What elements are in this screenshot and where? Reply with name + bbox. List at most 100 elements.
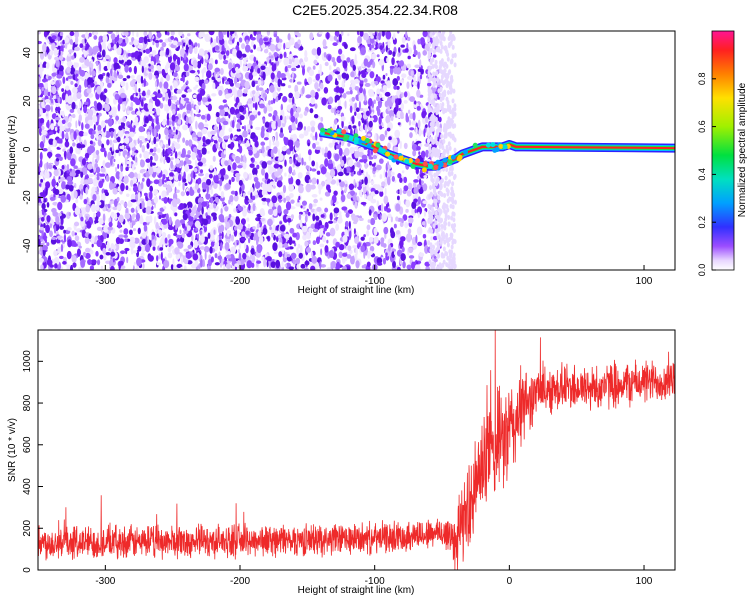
spectrogram-cell [84,179,88,186]
spectrogram-cell [321,147,325,156]
spectrogram-cell [47,91,51,97]
spectrogram-cell [110,211,115,219]
spectrogram-cell [223,150,227,155]
spectrogram-cell [209,246,213,254]
spectrogram-cell [311,160,316,167]
spectrogram-cell [56,235,63,240]
spectrogram-cell [136,257,142,267]
spectrogram-cell [103,150,107,158]
spectrogram-cell [170,35,175,40]
spectrogram-cell [52,211,59,217]
spectrogram-cell [440,44,444,50]
spectrogram-cell [284,159,287,167]
spectrogram-cell [201,218,205,222]
spectrogram-cell [387,249,392,257]
spectrogram-cell [159,50,165,57]
spectrogram-cell [164,64,169,74]
spectrogram-cell [264,41,271,45]
spectrogram-cell [211,212,217,217]
spectrogram-cell [287,217,292,223]
spectrogram-cell [306,171,310,176]
spectrogram-cell [268,100,271,106]
spectrogram-cell [231,247,236,255]
spectrogram-cell [122,103,125,111]
spectrogram-cell [222,120,229,126]
spectrogram-cell [235,82,241,88]
spectrogram-cell [205,138,211,145]
spectrogram-cell [63,181,66,185]
spectrogram-cell [236,119,242,123]
spectrogram-cell [406,81,410,90]
spectrogram-cell [173,134,179,139]
spectrogram-cell [41,43,47,53]
spectrogram-cell [252,203,256,212]
spectrogram-cell [399,239,404,248]
spectrogram-cell [381,122,384,126]
spectrogram-cell [222,31,227,35]
spectrogram-cell [396,75,400,81]
spectrogram-cell [402,214,408,221]
spectrogram-cell [297,243,301,249]
spectrogram-cell [55,153,62,158]
spectrogram-cell [310,184,316,190]
spectrogram-cell [242,252,247,260]
spectrogram-cell [221,140,226,150]
spectrogram-cell [194,220,201,228]
spectrogram-cell [191,113,195,122]
spectrogram-cell [176,125,180,130]
spectrogram-cell [184,182,188,186]
spectrogram-cell [276,180,283,188]
spectrogram-cell [114,120,117,125]
spectrogram-cell [167,252,173,259]
spectrogram-cell [414,193,419,200]
spectrogram-cell [292,163,295,168]
spectrogram-cell [428,170,432,176]
spectrogram-cell [307,76,313,85]
spectrogram-cell [266,31,271,36]
spectrogram-cell [40,264,44,270]
spectrogram-cell [264,121,270,128]
spectrogram-cell [448,105,452,111]
spectrogram-cell [325,232,331,237]
spectrogram-cell [132,97,139,103]
spectrogram-cell [107,42,111,50]
spectrogram-cell [38,40,42,45]
spectrogram-cell [269,226,272,231]
spectrogram-cell [417,211,420,219]
spectrogram-cell [58,143,63,149]
spectrogram-cell [335,241,340,248]
spectrogram-cell [345,91,352,95]
spectrogram-cell [186,80,189,85]
spectrogram-cell [145,215,151,223]
spectrogram-cell [447,36,451,42]
spectrogram-cell [408,119,412,126]
spectrogram-cell [170,264,174,270]
spectrogram-cell [202,136,206,143]
spectrogram-cell [368,209,372,216]
spectrogram-cell [353,170,356,175]
spectrogram-cell [315,236,320,245]
spectrogram-cell [156,255,159,262]
spectrogram-cell [209,57,214,66]
spectrogram-cell [91,70,96,77]
spectrogram-cell [176,89,183,95]
spectrogram-cell [201,97,208,103]
spectrogram-cell [186,159,192,165]
spectrogram-cell [156,262,161,266]
spectrogram-cell [242,65,249,72]
spectrogram-cell [65,132,69,140]
spectrogram-cell [451,181,455,187]
spectrogram-cell [54,126,58,132]
spectrogram-cell [350,82,356,91]
spectrogram-cell [309,120,316,127]
spectrogram-cell [52,67,58,73]
spectrogram-cell [220,207,223,215]
spectrogram-cell [182,124,189,131]
spectrogram-cell [124,136,130,145]
spectrogram-cell [361,179,364,185]
spectrogram-cell [292,232,298,238]
spectrogram-cell [201,71,204,79]
spectrogram-cell [203,62,207,67]
spectrogram-cell [400,236,406,242]
spectrogram-cell [49,196,56,201]
